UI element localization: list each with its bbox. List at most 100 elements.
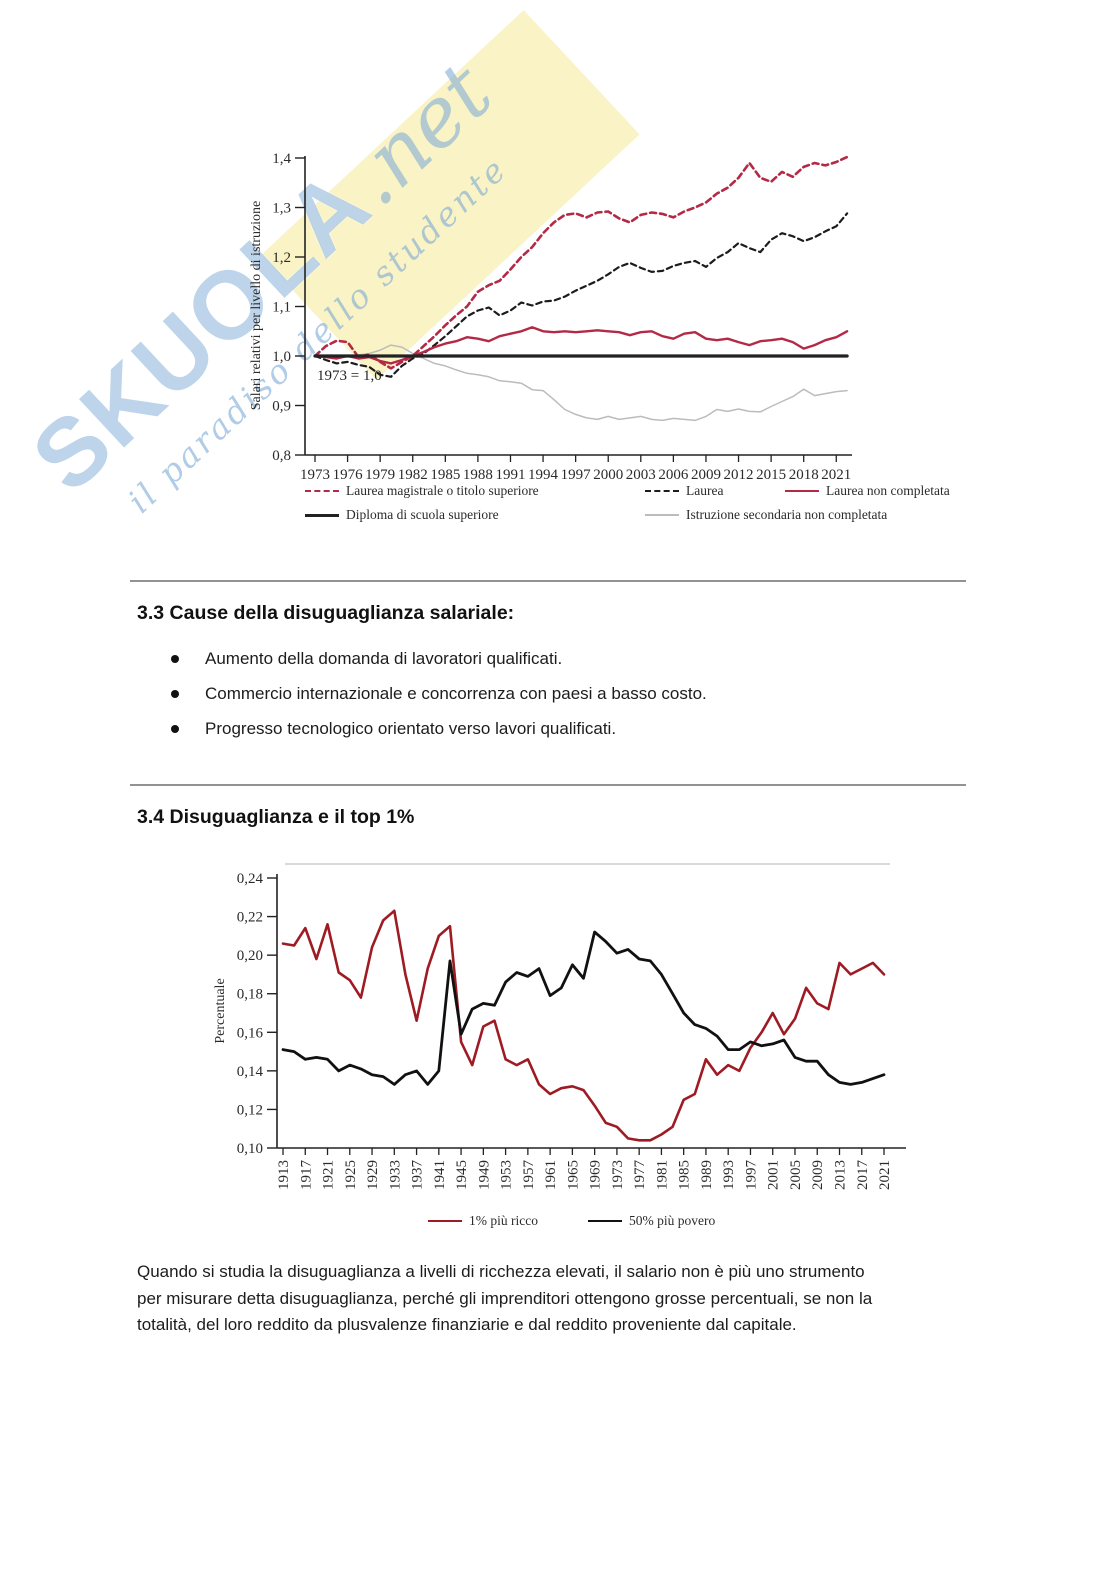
legend-label: Laurea (686, 483, 724, 498)
figure-top1-vs-bottom50: 0,10 0,12 0,14 0,16 0,18 0,20 0,22 0,24 1913 1917… (200, 855, 990, 1255)
x-tick-label: 1976 (333, 467, 364, 483)
x-tick-label: 1973 (300, 467, 330, 483)
baseline-annotation: 1973 = 1,0 (317, 368, 382, 384)
x-tick-label: 1933 (387, 1160, 403, 1190)
legend-item: 1% più ricco (428, 1213, 538, 1229)
x-tick-label: 2006 (658, 467, 689, 483)
x-tick-label: 1994 (528, 467, 559, 483)
x-tick-label: 1993 (721, 1160, 737, 1190)
legend-swatch (645, 514, 679, 516)
y-tick-label: 1,4 (272, 151, 291, 167)
y-tick-label: 0,9 (272, 399, 291, 415)
y-tick-label: 1,1 (272, 300, 291, 316)
x-tick-label: 1917 (298, 1160, 314, 1191)
x-tick-label: 1937 (410, 1160, 426, 1191)
y-axis-title: Percentuale (213, 978, 228, 1043)
x-tick-label: 1973 (610, 1160, 626, 1190)
x-tick-label: 1913 (276, 1160, 292, 1190)
legend-label: Istruzione secondaria non completata (686, 507, 888, 522)
x-tick-label: 1997 (561, 467, 592, 483)
x-tick-label: 2015 (756, 467, 786, 483)
bullet-item-technology: Progresso tecnologico orientato verso la… (137, 716, 917, 742)
x-tick-label: 2005 (788, 1160, 804, 1190)
y-tick-label: 1,2 (272, 250, 291, 266)
y-tick-label: 1,0 (272, 349, 291, 365)
x-tick-label: 1979 (365, 467, 395, 483)
x-tick-label: 1988 (463, 467, 493, 483)
x-tick-label: 1997 (743, 1160, 759, 1191)
causes-bullet-list: Aumento della domanda di lavoratori qual… (137, 646, 917, 751)
x-tick-label: 2009 (691, 467, 721, 483)
legend-label: Laurea non completata (826, 483, 950, 498)
x-tick-label: 1945 (454, 1160, 470, 1190)
figure-wages-by-education: 0,8 0,9 1,0 1,1 1,2 1,3 1,4 1973 1976 1979 1982 198… (240, 130, 1015, 550)
x-tick-label: 2012 (724, 467, 754, 483)
x-tick-label: 2009 (810, 1160, 826, 1190)
y-tick-label: 0,18 (237, 987, 263, 1003)
x-tick-label: 2021 (877, 1160, 893, 1190)
legend-item: Laurea non completata (785, 483, 950, 499)
y-tick-label: 0,20 (237, 948, 263, 964)
closing-paragraph: Quando si studia la disuguaglianza a liv… (137, 1262, 873, 1334)
x-tick-label: 1985 (430, 467, 460, 483)
x-tick-label: 1949 (476, 1160, 492, 1190)
x-tick-label: 1925 (343, 1160, 359, 1190)
legend-label: Laurea magistrale o titolo superiore (346, 483, 539, 498)
x-tick-label: 1969 (588, 1160, 604, 1190)
legend-item: 50% più povero (588, 1213, 715, 1229)
x-tick-label: 1965 (565, 1160, 581, 1190)
x-tick-label: 1953 (499, 1160, 515, 1190)
y-tick-label: 0,24 (237, 871, 264, 887)
y-tick-label: 0,14 (237, 1064, 264, 1080)
section-divider-bottom (130, 784, 966, 786)
legend-item: Istruzione secondaria non completata (645, 507, 887, 523)
legend-swatch (305, 513, 339, 517)
x-tick-label: 2017 (855, 1160, 871, 1191)
legend-swatch (588, 1220, 622, 1222)
legend-item: Diploma di scuola superiore (305, 507, 499, 523)
x-tick-label: 1957 (521, 1160, 537, 1191)
x-tick-label: 1977 (632, 1160, 648, 1191)
y-tick-label: 0,16 (237, 1025, 264, 1041)
y-axis-title: Salari relativi per livello di istruzion… (249, 201, 264, 411)
series-line-2 (313, 212, 849, 378)
legend-swatch (305, 490, 339, 492)
legend-label: 1% più ricco (469, 1213, 538, 1228)
x-tick-label: 1989 (699, 1160, 715, 1190)
bullet-item-trade: Commercio internazionale e concorrenza c… (137, 681, 917, 707)
series-line-1 (281, 909, 886, 1142)
x-tick-label: 2001 (766, 1160, 782, 1190)
y-tick-label: 0,8 (272, 448, 291, 464)
x-tick-label: 1982 (398, 467, 428, 483)
section-heading-causes: 3.3 Cause della disuguaglianza salariale… (137, 602, 515, 624)
legend-item: Laurea (645, 483, 723, 499)
y-tick-label: 0,22 (237, 910, 263, 926)
x-tick-label: 1929 (365, 1160, 381, 1190)
series-line-1 (313, 155, 849, 370)
y-tick-label: 0,10 (237, 1141, 263, 1157)
legend-swatch (785, 490, 819, 492)
section-divider-top (130, 580, 966, 582)
legend-swatch (428, 1220, 462, 1222)
y-tick-label: 0,12 (237, 1102, 263, 1118)
top1-vs-bottom50-chart-canvas: 0,10 0,12 0,14 0,16 0,18 0,20 0,22 0,24 1913 1917… (213, 863, 906, 1191)
x-tick-label: 1981 (654, 1160, 670, 1190)
legend-item: Laurea magistrale o titolo superiore (305, 483, 539, 499)
bullet-item-demand: Aumento della domanda di lavoratori qual… (137, 646, 917, 672)
series-line-2 (281, 930, 886, 1086)
x-tick-label: 2003 (626, 467, 656, 483)
legend-label: 50% più povero (629, 1213, 716, 1228)
x-tick-label: 1921 (321, 1160, 337, 1190)
x-tick-label: 2013 (833, 1160, 849, 1190)
legend-label: Diploma di scuola superiore (346, 507, 499, 522)
x-tick-label: 1941 (432, 1160, 448, 1190)
x-tick-label: 2021 (821, 467, 851, 483)
section-heading-top1: 3.4 Disuguaglianza e il top 1% (137, 806, 415, 828)
legend-swatch (645, 490, 679, 492)
x-tick-label: 2018 (789, 467, 819, 483)
x-tick-label: 1991 (495, 467, 525, 483)
y-tick-label: 1,3 (272, 201, 291, 217)
x-tick-label: 1985 (677, 1160, 693, 1190)
